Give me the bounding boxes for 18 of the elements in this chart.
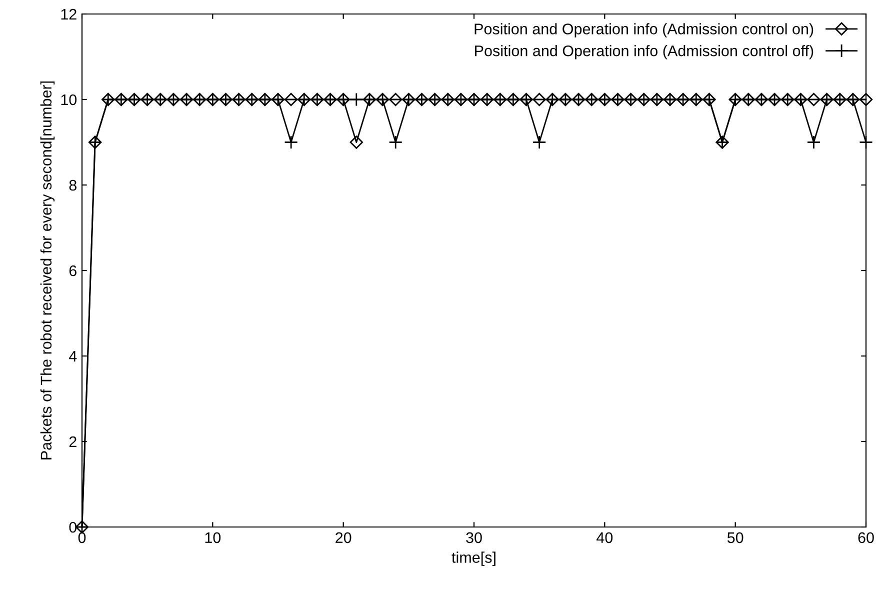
- y-tick-label: 8: [69, 180, 76, 191]
- y-tick-label: 2: [69, 436, 76, 448]
- y-tick-label: 10: [61, 94, 77, 106]
- x-axis-title: time[s]: [452, 552, 496, 566]
- x-tick-label: 0: [78, 532, 86, 544]
- legend-label: Position and Operation info (Admission control off): [475, 45, 814, 60]
- x-tick-label: 60: [858, 532, 874, 544]
- y-tick-label: 4: [68, 351, 77, 362]
- x-tick-label: 20: [336, 532, 352, 544]
- x-tick-label: 30: [466, 532, 482, 544]
- y-tick-label: 6: [69, 265, 76, 276]
- y-axis-title: Packets of The robot received for every second[number]: [40, 81, 55, 460]
- legend-label: Position and Operation info (Admission control on): [474, 23, 814, 38]
- y-tick-label: 12: [61, 8, 76, 20]
- x-tick-label: 10: [205, 532, 221, 544]
- y-tick-label: 0: [69, 522, 77, 533]
- x-tick-label: 50: [727, 532, 744, 544]
- x-tick-label: 40: [596, 532, 613, 544]
